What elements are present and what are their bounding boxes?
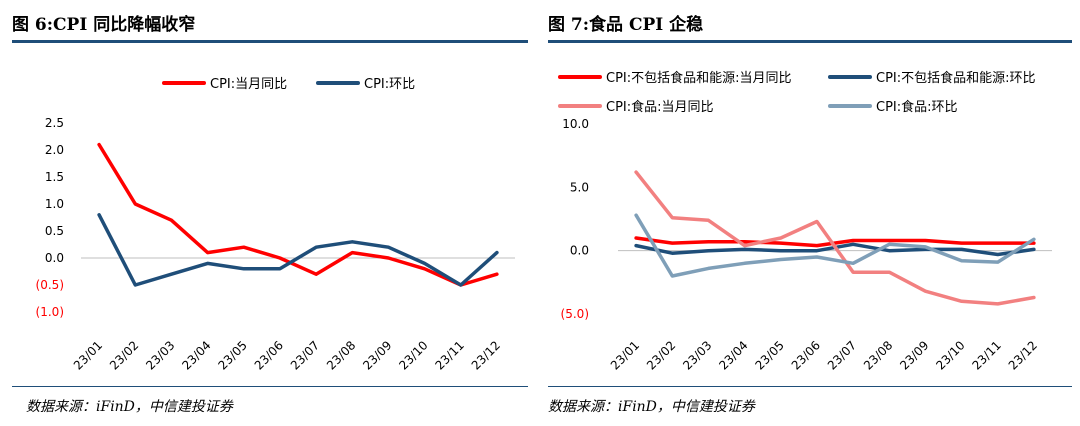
- source-note: 数据来源：iFinD，中信建投证券: [548, 399, 755, 415]
- y-tick-label: 2.0: [45, 143, 64, 157]
- food-cpi-line-chart: 10.0 5.0 0.0 (5.0) 23/01 23/02 23/03 23/04 23/05…: [558, 70, 1052, 373]
- x-tick-label: 23/01: [71, 338, 105, 372]
- series-line-4: [634, 213, 1036, 278]
- x-tick-label: 23/02: [644, 338, 678, 372]
- y-tick-label: 1.5: [45, 170, 64, 184]
- x-tick-label: 23/01: [608, 338, 642, 372]
- x-tick-label: 23/12: [1006, 338, 1040, 372]
- x-tick-label: 23/08: [861, 338, 895, 372]
- y-tick-label: 5.0: [570, 180, 589, 194]
- legend-label: CPI:当月同比: [210, 77, 287, 92]
- x-tick-label: 23/12: [469, 338, 503, 372]
- x-tick-label: 23/10: [396, 338, 430, 372]
- source-note: 数据来源：iFinD，中信建投证券: [26, 399, 233, 415]
- x-tick-label: 23/10: [933, 338, 967, 372]
- series-line-3: [634, 170, 1036, 306]
- y-tick-label: 0.0: [45, 251, 64, 265]
- y-tick-label: 0.5: [45, 224, 64, 238]
- x-tick-label: 23/03: [143, 338, 177, 372]
- y-tick-label: 1.0: [45, 197, 64, 211]
- y-tick-label: (5.0): [561, 307, 589, 321]
- x-tick-label: 23/04: [716, 338, 750, 372]
- x-tick-label: 23/09: [897, 338, 931, 372]
- legend-label: CPI:不包括食品和能源:环比: [876, 70, 1036, 86]
- x-tick-label: 23/11: [970, 338, 1004, 372]
- y-tick-label: (1.0): [36, 305, 64, 319]
- chart-title: 图 6:CPI 同比降幅收窄: [12, 15, 196, 35]
- legend-label: CPI:食品:环比: [876, 99, 958, 115]
- bottom-rule: [548, 386, 1072, 387]
- title-rule: [12, 40, 528, 43]
- x-tick-label: 23/05: [753, 338, 787, 372]
- legend-label: CPI:不包括食品和能源:当月同比: [606, 70, 792, 86]
- chart-panel-cpi-yoy: 图 6:CPI 同比降幅收窄 2.5 2.0 1.5 1.0 0.5 0.0 (0.5) (1…: [0, 0, 528, 426]
- title-rule: [548, 40, 1072, 43]
- series-line-2: [97, 213, 499, 287]
- legend-label: CPI:环比: [364, 77, 415, 92]
- bottom-rule: [12, 386, 528, 387]
- x-tick-label: 23/06: [789, 338, 823, 372]
- x-tick-label: 23/07: [825, 338, 859, 372]
- cpi-line-chart: 2.52.01.51.00.50.0(0.5)(1.0)23/01 23/02 23…: [36, 77, 515, 373]
- x-tick-label: 23/11: [433, 338, 467, 372]
- series-line-1: [97, 142, 499, 287]
- chart-panel-food-cpi: 图 7:食品 CPI 企稳 10.0 5.0 0.0 (5.0) 23/01 23/02 2…: [540, 0, 1080, 426]
- x-tick-label: 23/06: [252, 338, 286, 372]
- x-tick-label: 23/09: [360, 338, 394, 372]
- x-tick-label: 23/03: [680, 338, 714, 372]
- y-tick-label: 10.0: [562, 117, 589, 131]
- series-line-1: [634, 236, 1036, 248]
- x-tick-label: 23/08: [324, 338, 358, 372]
- y-tick-label: (0.5): [36, 278, 64, 292]
- x-tick-label: 23/04: [179, 338, 213, 372]
- legend-label: CPI:食品:当月同比: [606, 99, 714, 115]
- x-tick-label: 23/02: [107, 338, 141, 372]
- y-tick-label: 2.5: [45, 116, 64, 130]
- x-tick-label: 23/05: [216, 338, 250, 372]
- chart-title: 图 7:食品 CPI 企稳: [548, 15, 704, 35]
- x-tick-label: 23/07: [288, 338, 322, 372]
- y-tick-label: 0.0: [570, 244, 589, 258]
